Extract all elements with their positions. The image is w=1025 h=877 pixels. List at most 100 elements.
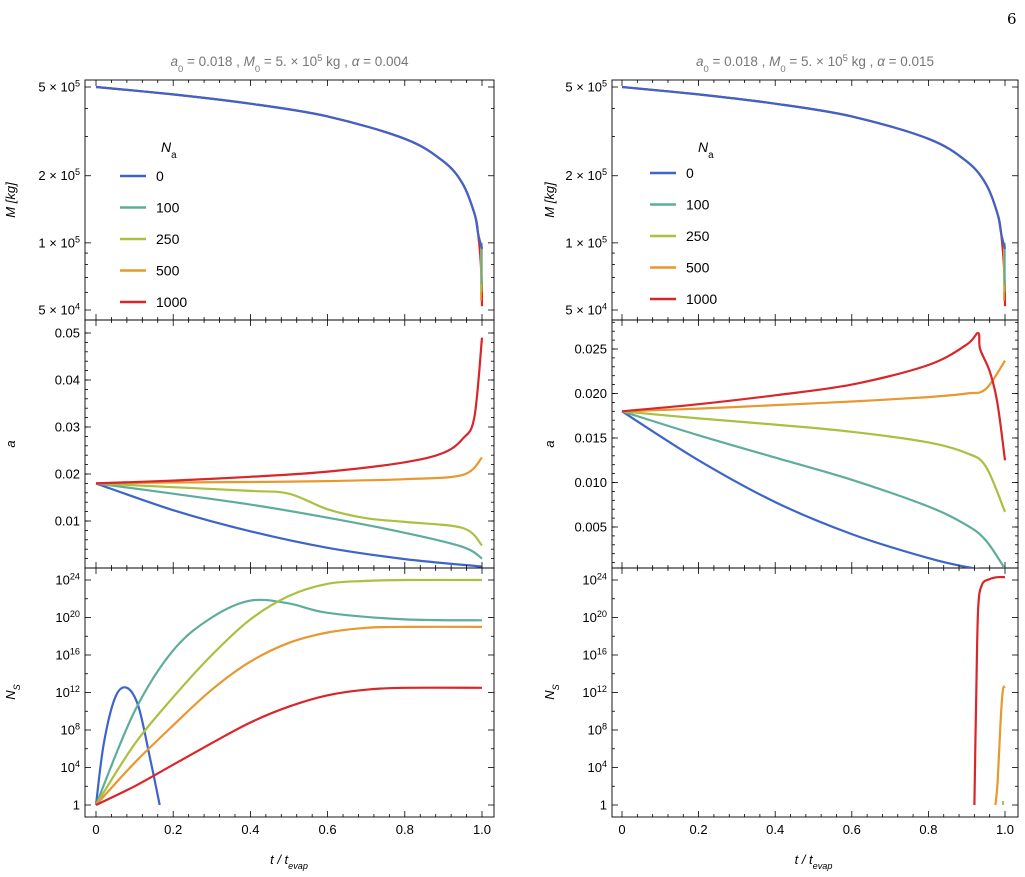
text-part: 5 — [75, 167, 80, 177]
text-part: = 0.018 , — [709, 54, 769, 69]
text-part: M — [542, 207, 557, 218]
y-tick-label: 5 × 104 — [565, 302, 607, 318]
y-axis-label: NS — [542, 684, 561, 699]
y-axis-label-NS: NS — [3, 684, 22, 699]
panel-frame-right-bottom — [611, 567, 1019, 818]
text-part: α — [877, 54, 886, 69]
text-part: 2 × 10 — [38, 168, 75, 183]
text-part: 12 — [597, 684, 607, 694]
series-1000-line — [95, 85, 484, 307]
chart-title: a0 = 0.018 , M0 = 5. × 105 kg , α = 0.01… — [696, 53, 934, 75]
text-part: 8 — [602, 722, 607, 732]
y-tick-label: 0.015 — [574, 431, 607, 446]
y-tick-label: 0.01 — [55, 514, 80, 529]
y-tick-label: 1 × 105 — [38, 234, 80, 250]
legend-label-0: 0 — [686, 165, 694, 181]
text-part: M — [3, 207, 18, 218]
text-part: 10 — [587, 760, 601, 775]
text-part: a — [696, 54, 704, 69]
text-part: = 0.018 , — [183, 54, 243, 69]
text-part: 5 × 10 — [38, 80, 75, 95]
text-part: 1 — [73, 798, 80, 813]
text-part: 0.03 — [55, 420, 80, 435]
legend-title: Na — [161, 139, 177, 161]
text-part: N — [3, 690, 18, 700]
text-part: 0 — [178, 64, 183, 75]
panel-curves-right-middle — [621, 331, 1007, 568]
text-part: = 5. × 10 — [260, 54, 317, 69]
text-part: kg , — [848, 54, 877, 69]
text-part: S — [12, 684, 22, 690]
y-tick-label: 0.020 — [574, 386, 607, 401]
text-part: 0.005 — [574, 520, 607, 535]
legend-label-250: 250 — [686, 228, 710, 244]
text-part: 4 — [75, 759, 80, 769]
series-500-line — [95, 625, 483, 806]
text-part: 8 — [75, 722, 80, 732]
text-part: 5 — [602, 234, 607, 244]
series-100-line — [94, 598, 483, 806]
y-tick-label: 5 × 105 — [38, 79, 80, 95]
text-part: a — [3, 440, 18, 447]
page-number: 6 — [1007, 10, 1017, 28]
panel-frame-right-top — [611, 79, 1019, 321]
text-part: / — [274, 852, 285, 867]
y-tick-label: 104 — [60, 759, 80, 775]
text-part: [kg] — [542, 182, 557, 207]
y-axis-label: a — [3, 440, 18, 447]
legend-label-1000: 1000 — [686, 291, 717, 307]
panel-frame-left-top — [84, 79, 495, 321]
series-0-line — [94, 686, 161, 806]
text-part: 5 — [602, 167, 607, 177]
x-tick-label: 0.2 — [690, 822, 708, 837]
series-1000-line — [973, 575, 1006, 806]
text-part: N — [161, 139, 172, 155]
text-part: α — [352, 54, 361, 69]
x-tick-label: 0.8 — [919, 822, 937, 837]
y-tick-label: 0.05 — [55, 326, 80, 341]
y-tick-label: 5 × 105 — [565, 79, 607, 95]
text-part: 1 × 10 — [38, 235, 75, 250]
text-part: [kg] — [3, 182, 18, 207]
text-part: evap — [288, 861, 308, 871]
y-axis-label-a: a — [542, 440, 557, 447]
text-part: M — [244, 54, 256, 69]
text-part: M — [769, 54, 781, 69]
text-part: 0.05 — [55, 326, 80, 341]
text-part: 4 — [75, 302, 80, 312]
text-part: 0 — [780, 64, 785, 75]
x-tick-label: 1.0 — [996, 822, 1014, 837]
series-250-line — [95, 482, 483, 547]
legend-label-250: 250 — [156, 231, 180, 247]
legend-label-100: 100 — [156, 200, 180, 216]
text-part: a — [170, 54, 178, 69]
series-500-line — [994, 685, 1007, 806]
text-part: = 5. × 10 — [786, 54, 843, 69]
y-tick-label: 0.005 — [574, 520, 607, 535]
panel-curves-left-middle — [95, 337, 484, 568]
y-tick-label: 1012 — [582, 684, 607, 700]
text-part: t — [809, 852, 814, 867]
y-tick-label: 104 — [587, 759, 607, 775]
x-tick-label: 0.8 — [396, 822, 414, 837]
text-part: 10 — [582, 610, 596, 625]
text-part: 10 — [55, 648, 69, 663]
text-part: t — [270, 852, 275, 867]
text-part: 0.02 — [55, 467, 80, 482]
y-tick-label: 2 × 105 — [38, 167, 80, 183]
text-part: = 0.015 — [885, 54, 934, 69]
text-part: 20 — [70, 609, 80, 619]
series-500-line — [621, 359, 1006, 413]
series-1000-line — [621, 85, 1007, 307]
text-part: 16 — [70, 647, 80, 657]
legend-label-100: 100 — [686, 197, 710, 213]
x-tick-label: 0.2 — [164, 822, 182, 837]
series-250-line — [95, 578, 483, 806]
text-part: 10 — [55, 573, 69, 588]
y-tick-label: 1016 — [582, 647, 607, 663]
x-tick-label: 0.4 — [766, 822, 784, 837]
text-part: t — [795, 852, 800, 867]
text-part: 5 — [75, 234, 80, 244]
text-part: 0.025 — [574, 342, 607, 357]
